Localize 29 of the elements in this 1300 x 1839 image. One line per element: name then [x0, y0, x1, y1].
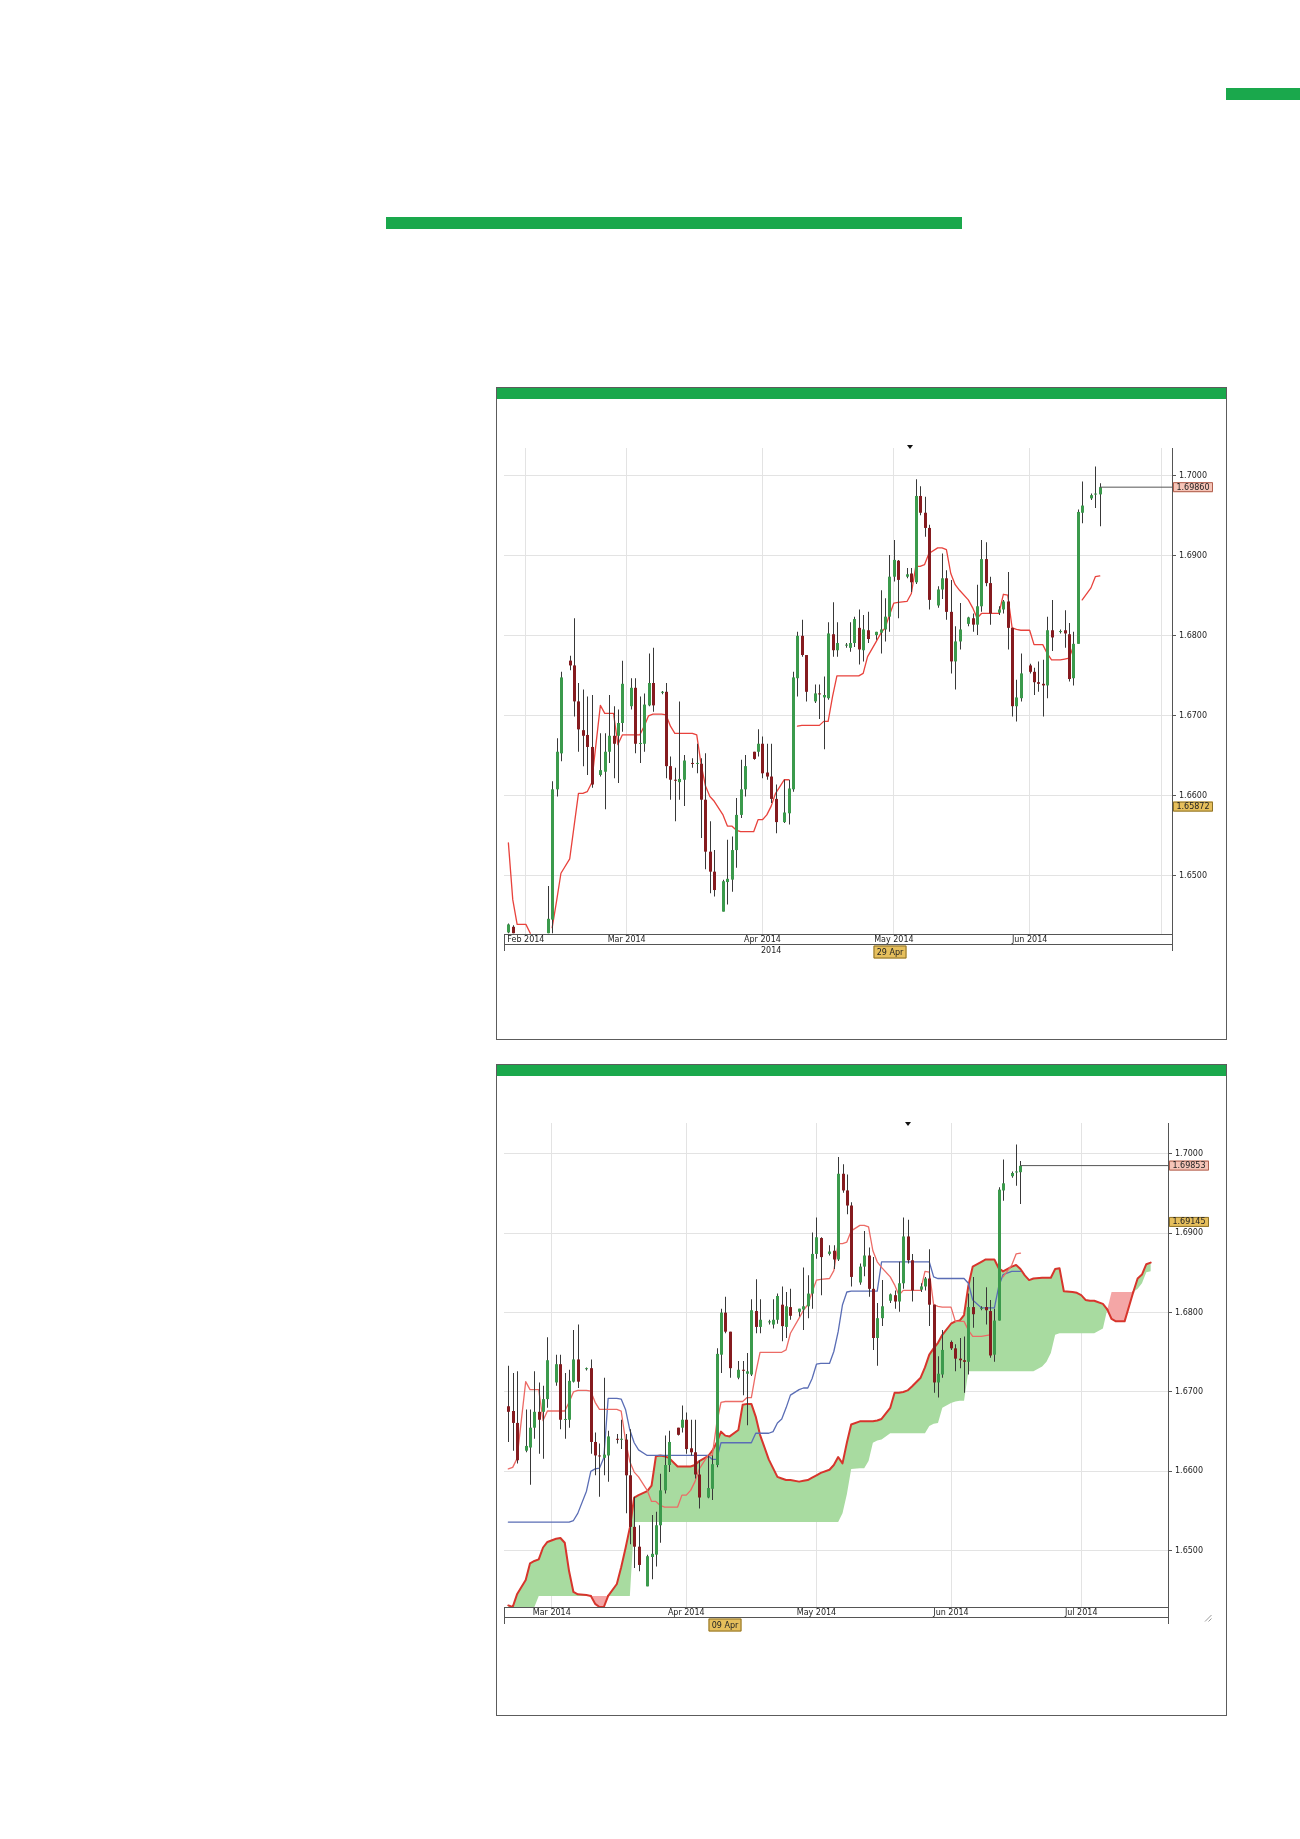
text: 09 Apr	[711, 1620, 739, 1630]
y-tick-label: 1.6800	[1179, 630, 1207, 640]
y-tick-label: 1.6500	[1179, 870, 1207, 880]
y-tick-label: 1.6600	[1175, 1466, 1203, 1476]
y-tick-label: 1.6600	[1179, 790, 1207, 800]
x-tick-label: Mar 2014	[532, 1607, 571, 1617]
text: 1.69145	[1172, 1217, 1206, 1227]
x-tick-label: Jul 2014	[1063, 1607, 1098, 1617]
x-tick-label: Mar 2014	[607, 934, 646, 944]
x-tick-label: Jun 2014	[932, 1607, 969, 1617]
y-tick-label: 1.6500	[1175, 1545, 1203, 1555]
y-tick-label: 1.7000	[1179, 471, 1207, 481]
x-tick-label: Jun 2014	[1010, 934, 1048, 944]
x-axis-title: 2014	[761, 946, 782, 956]
y-tick-label: 1.6700	[1175, 1387, 1203, 1397]
y-tick-label: 1.6700	[1179, 710, 1207, 720]
text: 1.65872	[1176, 802, 1210, 812]
y-tick-label: 1.7000	[1175, 1149, 1203, 1159]
x-tick-label: Feb 2014	[507, 934, 545, 944]
x-tick-label: May 2014	[796, 1607, 837, 1617]
y-tick-label: 1.6900	[1179, 550, 1207, 560]
y-tick-label: 1.6900	[1175, 1228, 1203, 1238]
y-tick-label: 1.6800	[1175, 1307, 1203, 1317]
ref-line-label: 1.69853	[1172, 1161, 1206, 1171]
ref-line-label: 1.69860	[1176, 482, 1210, 492]
x-tick-label: May 2014	[874, 934, 914, 944]
text: 29 Apr	[876, 947, 904, 957]
x-tick-label: Apr 2014	[744, 934, 781, 944]
x-tick-label: Apr 2014	[667, 1607, 705, 1617]
